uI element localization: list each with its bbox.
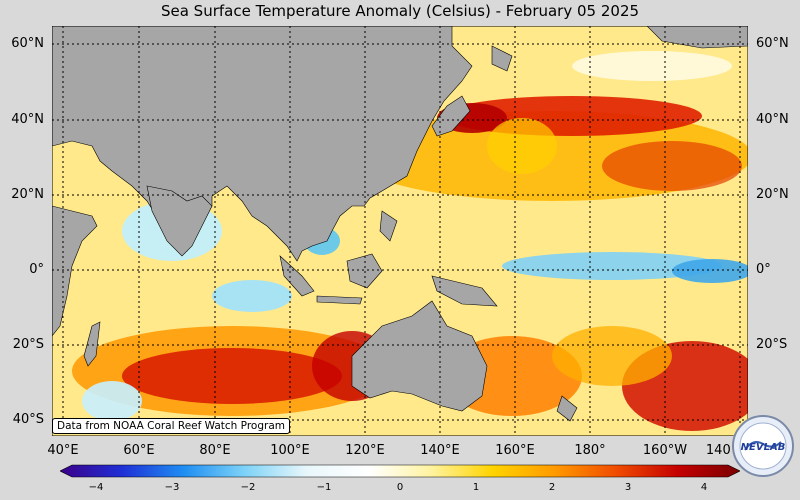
data-credit: Data from NOAA Coral Reef Watch Program [52, 418, 290, 434]
lat-label-right: 0° [756, 262, 771, 277]
land-japan [431, 95, 471, 137]
land-india [146, 185, 213, 257]
lon-label: 40°E [47, 443, 79, 458]
colorbar-tick: 3 [624, 482, 632, 493]
lat-label-right: 20°S [756, 337, 788, 352]
lat-label-right: 40°N [756, 112, 789, 127]
lon-label: 160°E [495, 443, 535, 458]
land-philippines [379, 210, 398, 242]
land-java [316, 295, 363, 305]
colorbar-tick: −4 [88, 482, 104, 493]
lat-label-left: 40°S [12, 412, 44, 427]
lat-label-right: 20°N [756, 187, 789, 202]
lat-label-left: 60°N [11, 36, 44, 51]
lon-label: 80°E [199, 443, 231, 458]
map-title: Sea Surface Temperature Anomaly (Celsius… [160, 2, 640, 20]
colorbar-tick: −3 [164, 482, 180, 493]
lat-label-right: 60°N [756, 36, 789, 51]
colorbar-tick: −1 [316, 482, 332, 493]
colorbar-tick: 2 [548, 482, 556, 493]
land [52, 26, 748, 422]
nevlab-logo: NEVLAB [732, 415, 794, 477]
lon-label: 160°W [642, 443, 688, 458]
land-australia [351, 300, 488, 412]
lat-label-left: 0° [29, 262, 44, 277]
land-madagascar [83, 321, 101, 367]
lon-label: 120°E [345, 443, 385, 458]
graticule [52, 26, 748, 436]
land-newzealand [556, 395, 578, 422]
colorbar-tick: 1 [472, 482, 480, 493]
colorbar-tick: 0 [396, 482, 404, 493]
lat-label-left: 20°N [11, 187, 44, 202]
colorbar-gradient [60, 464, 740, 478]
lat-label-left: 40°N [11, 112, 44, 127]
land-kamchatka [491, 45, 513, 72]
lon-label: 100°E [270, 443, 310, 458]
colorbar-tick: 4 [700, 482, 708, 493]
colorbar-tick: −2 [240, 482, 256, 493]
lon-label: 140°E [420, 443, 460, 458]
land-alaska [646, 26, 748, 49]
logo-text: NEVLAB [741, 442, 786, 453]
colorbar [60, 464, 740, 478]
land-newguinea [431, 275, 498, 307]
land-sumatra [279, 255, 315, 297]
land-africa [52, 205, 98, 337]
lon-label: 180° [574, 443, 606, 458]
sst-anomaly-map [52, 26, 748, 436]
lon-label: 60°E [123, 443, 155, 458]
lat-label-left: 20°S [12, 337, 44, 352]
